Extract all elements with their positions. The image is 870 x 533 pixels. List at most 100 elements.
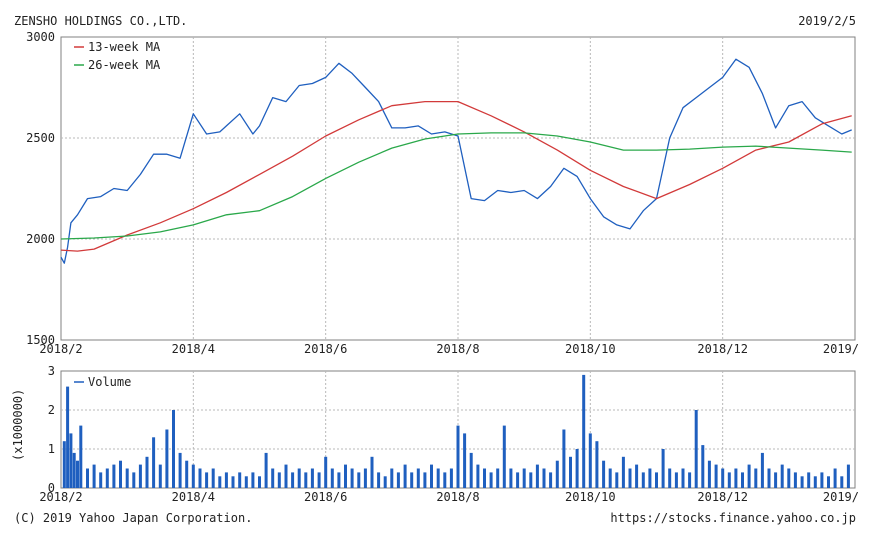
volume-bar [741,472,744,488]
price-y-tick-label: 2500 [26,131,55,145]
volume-bar [317,472,321,488]
volume-bar [119,460,122,488]
volume-bar [344,464,347,488]
volume-bar [582,374,586,488]
volume-bar [522,468,526,488]
volume-x-tick-label: 2018/4 [172,490,215,504]
volume-bar [430,464,433,488]
volume-bar [549,472,553,488]
volume-bar [396,472,400,488]
volume-bar [535,464,539,488]
volume-bar [410,472,414,488]
volume-bar [774,472,778,488]
volume-bar [69,433,73,488]
price-x-tick-label: 2018/4 [172,342,215,356]
volume-bar [231,476,235,488]
ma13-line [60,100,852,252]
volume-bar [588,433,592,488]
volume-bar [674,472,678,488]
volume-bar [211,468,215,488]
volume-y-tick-label: 1 [48,442,55,456]
price-series-group [60,58,852,264]
volume-bar [807,472,811,488]
volume-y-tick-label: 0 [48,481,55,495]
volume-bar [621,456,625,488]
volume-bar [205,472,209,488]
volume-bar [449,468,453,488]
volume-bar [66,386,70,488]
volume-bar [800,476,804,488]
price-x-tick-label: 2018/6 [304,342,347,356]
volume-bar [793,472,797,488]
volume-bar [357,472,361,488]
volume-bar [747,464,751,488]
volume-bar [721,468,725,488]
price-y-tick-label: 3000 [26,30,55,44]
volume-bar [436,468,440,488]
volume-bar [780,464,784,488]
volume-bar [483,468,486,488]
volume-bar [244,476,248,488]
volume-bar [469,452,473,488]
volume-bar [509,468,513,488]
volume-bar [463,433,467,488]
volume-bar [555,460,559,488]
volume-bar [661,449,665,488]
volume-bar [158,464,162,488]
copyright-text: (C) 2019 Yahoo Japan Corporation. [14,511,252,525]
volume-bar [707,460,711,488]
volume-bar [310,468,314,488]
volume-bar [648,468,652,488]
volume-bar [516,472,520,488]
chart-date: 2019/2/5 [798,14,856,28]
volume-bar [330,468,334,488]
volume-bar [820,472,824,488]
volume-bar [701,445,705,488]
volume-bar [734,468,738,488]
volume-bar [165,429,169,488]
volume-bar [443,472,447,488]
price-legend: 13-week MA 26-week MA [74,40,161,72]
volume-y-tick-labels: 0 1 2 3 [48,364,55,495]
volume-bar [846,464,850,488]
volume-bar [641,472,645,488]
volume-bar [284,464,288,488]
volume-bar [416,468,420,488]
volume-bar [833,468,837,488]
volume-bar [62,441,66,488]
volume-bar [145,456,149,488]
volume-bar [813,476,817,488]
volume-bar [787,468,791,488]
volume-bar [132,472,136,488]
volume-bar [767,468,771,488]
volume-bar [456,425,460,488]
volume-bar [760,452,764,488]
volume-bar [79,425,83,488]
volume-y-axis-label: (x1000000) [11,389,25,461]
volume-bar [489,472,493,488]
volume-bar [324,456,328,488]
volume-bar [681,468,685,488]
volume-bar [668,468,672,488]
volume-x-tick-label: 2018/8 [436,490,479,504]
volume-bar [529,472,533,488]
price-x-tick-label: 2018/2 [39,342,82,356]
volume-bar [198,468,202,488]
volume-x-tick-label: 2018/12 [697,490,748,504]
volume-bar [608,468,612,488]
volume-bar [727,472,731,488]
volume-bar [370,456,374,488]
volume-bar [224,472,228,488]
volume-bar [125,468,129,488]
volume-bar [218,476,222,488]
volume-bar [251,472,255,488]
volume-bar [297,468,301,488]
price-x-tick-labels: 2018/2 2018/4 2018/6 2018/8 2018/10 2018/12 20… [39,342,859,356]
volume-bar [92,464,96,488]
volume-legend: Volume [74,375,131,389]
source-url[interactable]: https://stocks.finance.yahoo.co.jp [610,511,856,525]
volume-bar [377,472,381,488]
volume-bar [350,468,354,488]
